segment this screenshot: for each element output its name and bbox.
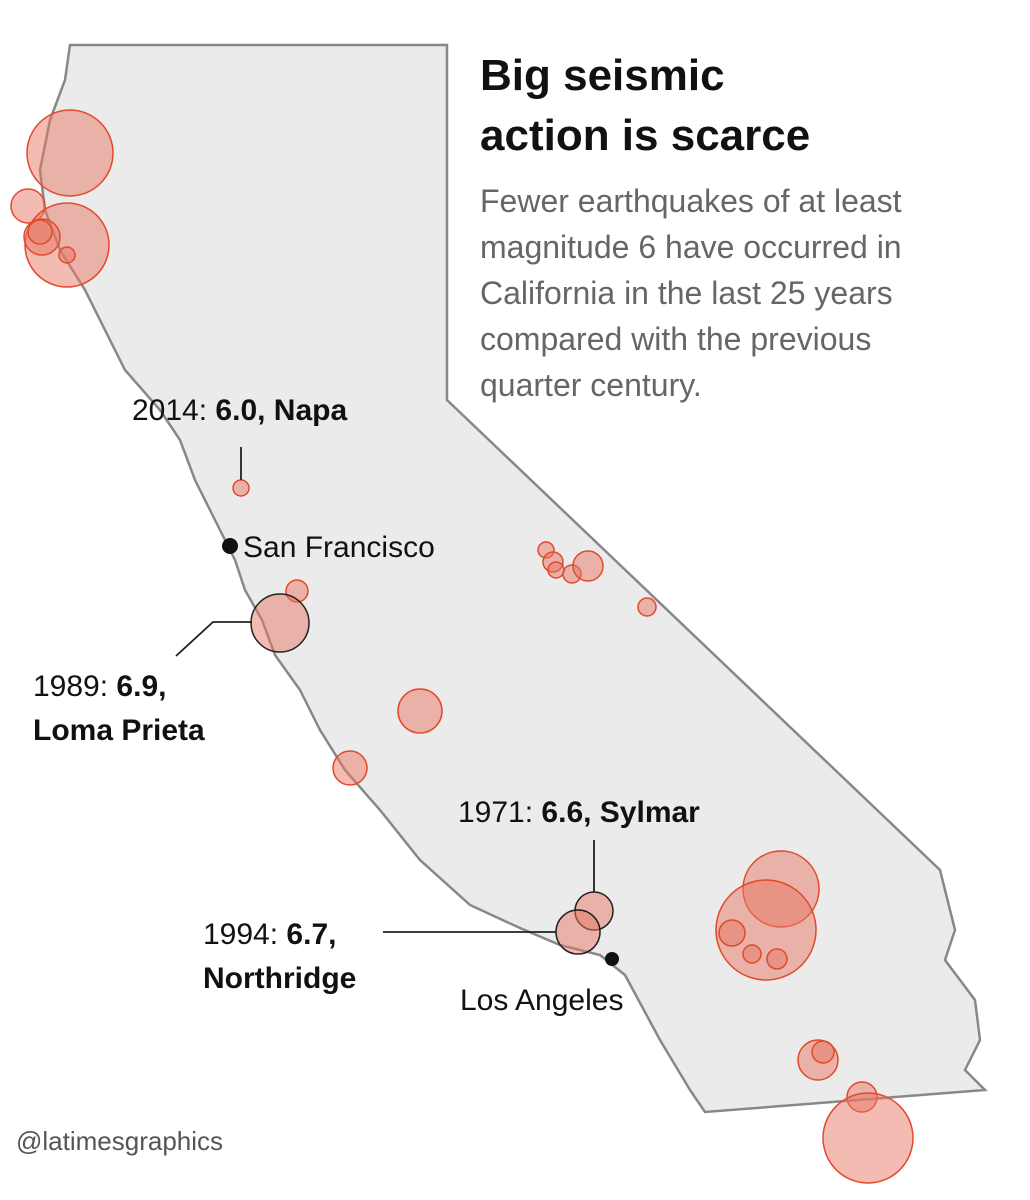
text-line: Loma Prieta (33, 714, 205, 747)
text-line: Northridge (203, 962, 356, 995)
credit: @latimesgraphics (16, 1126, 223, 1156)
text-line: California in the last 25 years (480, 275, 893, 311)
text-line: Fewer earthquakes of at least (480, 183, 902, 219)
city-dot (605, 952, 619, 966)
quake-circles (10, 109, 914, 1184)
text-line: 6.6, Sylmar (541, 796, 700, 829)
text-line: 1971: (458, 796, 533, 829)
text-line: 6.9, (116, 670, 166, 703)
city-label: Los Angeles (460, 984, 623, 1017)
quake-label: 1994: 6.7, Northridge (203, 918, 356, 995)
quake-label: 2014: 6.0, Napa (132, 394, 347, 427)
text-line: action is scarce (480, 111, 810, 160)
text-line: quarter century. (480, 367, 702, 403)
text-line: 6.0, Napa (215, 394, 347, 427)
city-label: San Francisco (243, 531, 435, 564)
text-line: 1989: (33, 670, 108, 703)
text-line: 6.7, (286, 918, 336, 951)
text-line: compared with the previous (480, 321, 871, 357)
title: Big seismic action is scarce (480, 51, 810, 160)
text-line: 2014: (132, 394, 207, 427)
subtitle: Fewer earthquakes of at least magnitude … (480, 183, 910, 403)
city-dot (222, 538, 238, 554)
text-line: Big seismic (480, 51, 725, 100)
quake-label: 1971: 6.6, Sylmar (458, 796, 700, 829)
leader-lines (175, 447, 595, 933)
quake-label: 1989: 6.9, Loma Prieta (33, 670, 205, 747)
text-line: magnitude 6 have occurred in (480, 229, 902, 265)
text-line: 1994: (203, 918, 278, 951)
